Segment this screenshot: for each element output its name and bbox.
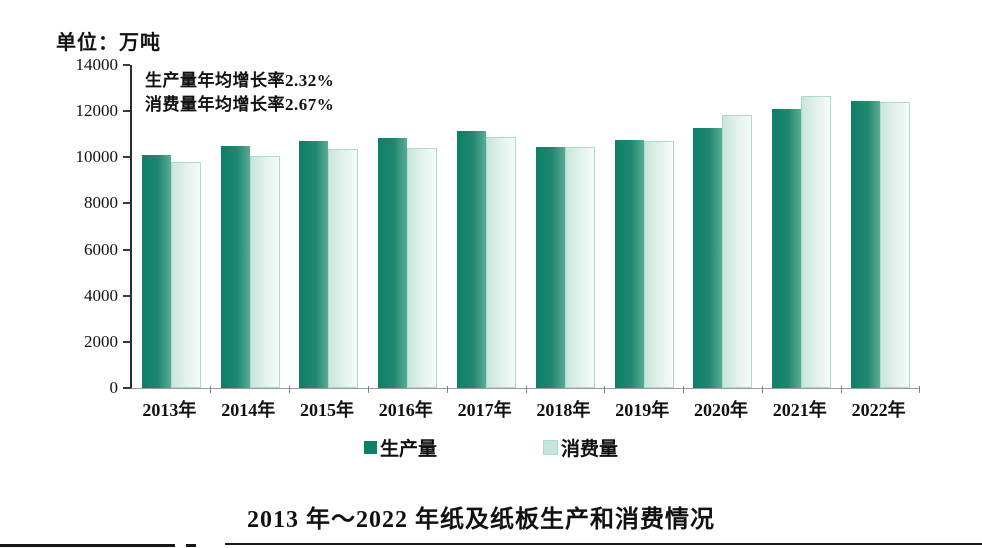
consumption-growth-rate: 消费量年均增长率2.67% [145,95,335,114]
production-growth-rate: 生产量年均增长率2.32% [145,71,335,90]
bar-group [526,65,605,388]
legend-consumption-label: 消费量 [561,439,619,460]
bottom-rule-dash [186,544,196,547]
x-axis-tick-icon [840,386,842,393]
x-axis-tick-icon [919,386,920,393]
x-category-label: 2015年 [299,400,354,420]
x-axis-tick-icon [446,386,448,393]
x-category-label: 2021年 [772,400,827,420]
bar-group [132,65,211,388]
consumption-bar [880,101,911,388]
y-axis-tick-icon [123,294,130,297]
consumption-bar [170,162,201,388]
x-axis-tick-icon [525,386,527,393]
x-axis-tick-icon [367,386,369,393]
production-bar [141,154,171,388]
legend: 生产量 消费量 [0,434,982,461]
x-category-label: 2018年 [536,400,591,420]
production-bar [299,140,329,388]
x-axis-tick-icon [761,386,763,393]
y-tick-label: 10000 [75,147,119,167]
legend-item-production: 生产量 [363,434,437,461]
consumption-bar [249,155,280,388]
bar-group [684,65,763,388]
y-tick-label: 4000 [84,285,118,305]
x-category-label: 2016年 [378,400,433,420]
production-bar [851,101,881,388]
y-axis: 0 2000 4000 6000 8000 10000 12000 14000 [0,55,119,397]
consumption-bar [801,96,832,388]
y-axis-tick-icon [123,340,130,343]
y-axis-tick-icon [123,202,130,205]
y-axis-tick-icon [123,110,130,113]
bottom-rule-left [0,544,175,547]
x-axis: 2013年 2014年 2015年 2016年 2017年 2018年 2019年 2020年… [0,396,982,420]
bottom-rule-main [225,542,982,545]
production-bar [614,139,644,388]
production-swatch-icon [363,441,377,454]
consumption-bar [486,136,517,388]
unit-label: 单位：万吨 [56,32,161,54]
y-tick-label: 14000 [75,55,119,74]
bar-group [290,65,369,388]
legend-production-label: 生产量 [379,439,437,460]
y-axis-tick-icon [123,387,130,389]
production-bar [457,131,487,388]
y-tick-label: 0 [109,378,119,397]
production-bar [772,108,802,388]
figure-caption: 2013 年～2022 年纸及纸板生产和消费情况 [247,507,715,533]
consumption-bar [643,141,674,388]
y-tick-label: 12000 [75,101,119,121]
x-axis-tick-icon [210,386,212,393]
plot-area: 生产量年均增长率2.32% 消费量年均增长率2.67% [123,64,920,393]
y-tick-label: 6000 [84,239,118,259]
bar-group [762,65,841,388]
y-tick-label: 2000 [84,331,118,351]
bar-group [368,65,447,388]
y-axis-tick-icon [123,64,130,66]
x-axis-tick-icon [289,386,291,393]
x-axis-tick-icon [683,386,685,393]
consumption-bar [722,115,753,388]
y-axis-tick-icon [123,248,130,251]
bar-group [841,65,920,388]
production-bar [378,137,408,388]
consumption-bar [328,149,359,388]
consumption-bar [564,147,595,388]
y-axis-tick-icon [123,156,130,159]
x-category-label: 2014年 [221,400,276,420]
bar-group [447,65,526,388]
legend-item-consumption: 消费量 [543,434,618,461]
x-axis-tick-icon [604,386,606,393]
production-bar [535,147,565,388]
production-bar [693,128,723,388]
consumption-swatch-icon [543,440,558,455]
bar-group [605,65,684,388]
x-category-label: 2020年 [693,400,748,420]
x-category-label: 2019年 [615,400,670,420]
growth-rate-annotation: 生产量年均增长率2.32% 消费量年均增长率2.67% [145,69,334,117]
y-tick-label: 8000 [84,193,118,213]
production-bar [220,146,250,388]
bar-group [211,65,290,388]
x-category-label: 2022年 [851,400,906,420]
x-category-label: 2017年 [457,400,512,420]
x-category-label: 2013年 [142,400,197,420]
consumption-bar [407,147,438,388]
